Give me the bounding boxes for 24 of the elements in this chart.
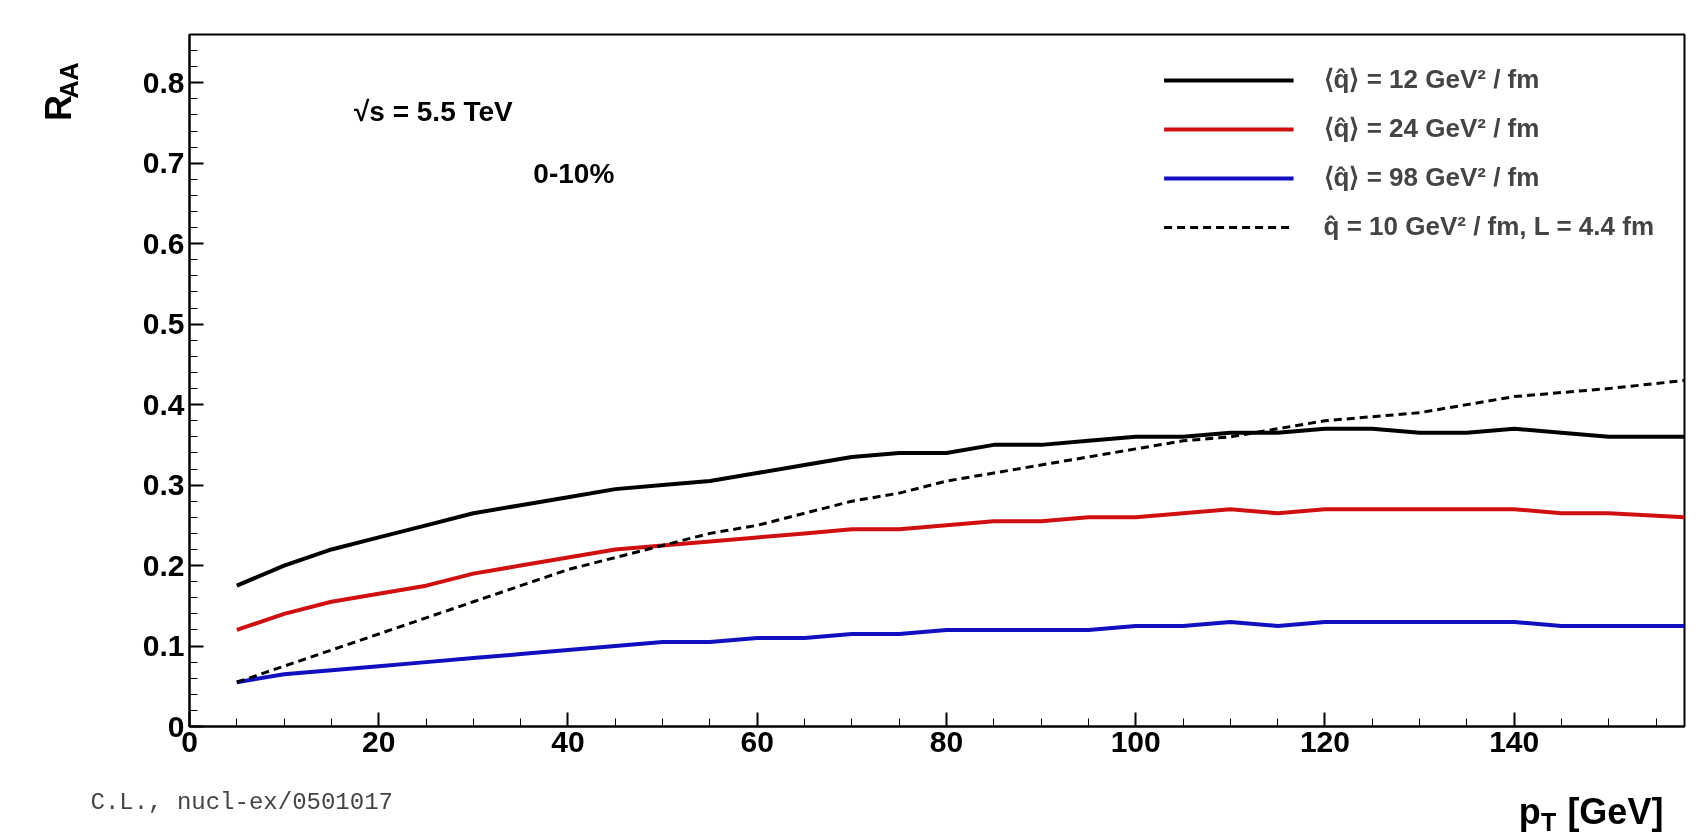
y-tick-label: 0.4 xyxy=(142,387,185,421)
y-tick-label: 0.8 xyxy=(142,65,185,99)
y-tick-label: 0.3 xyxy=(142,468,185,502)
x-tick-label: 80 xyxy=(929,724,964,758)
line-series xyxy=(234,507,1685,632)
annotation: √s = 5.5 TeV xyxy=(353,95,514,127)
x-tick-label: 100 xyxy=(1110,724,1161,758)
y-axis-title: RAA xyxy=(38,62,84,121)
y-tick-label: 0.1 xyxy=(142,629,185,663)
x-tick-label: 40 xyxy=(551,724,585,758)
legend-label: ⟨q̂⟩ = 24 GeV² / fm xyxy=(1323,113,1540,144)
annotation: 0-10% xyxy=(533,157,615,189)
x-tick-label: 60 xyxy=(740,724,774,758)
text: C.L., nucl-ex/0501017 xyxy=(90,788,393,816)
y-tick-label: 0.6 xyxy=(142,226,185,260)
x-tick-label: 120 xyxy=(1299,724,1350,758)
y-tick-label: 0.5 xyxy=(142,307,185,341)
y-tick-label: 0.2 xyxy=(142,548,185,582)
legend-label: q̂ = 10 GeV² / fm, L = 4.4 fm xyxy=(1323,211,1654,242)
x-tick-label: 20 xyxy=(362,724,396,758)
x-tick-label: 140 xyxy=(1489,724,1540,758)
legend-label: ⟨q̂⟩ = 98 GeV² / fm xyxy=(1323,162,1540,193)
legend-label: ⟨q̂⟩ = 12 GeV² / fm xyxy=(1323,64,1540,95)
y-tick-label: 0.7 xyxy=(142,146,185,180)
